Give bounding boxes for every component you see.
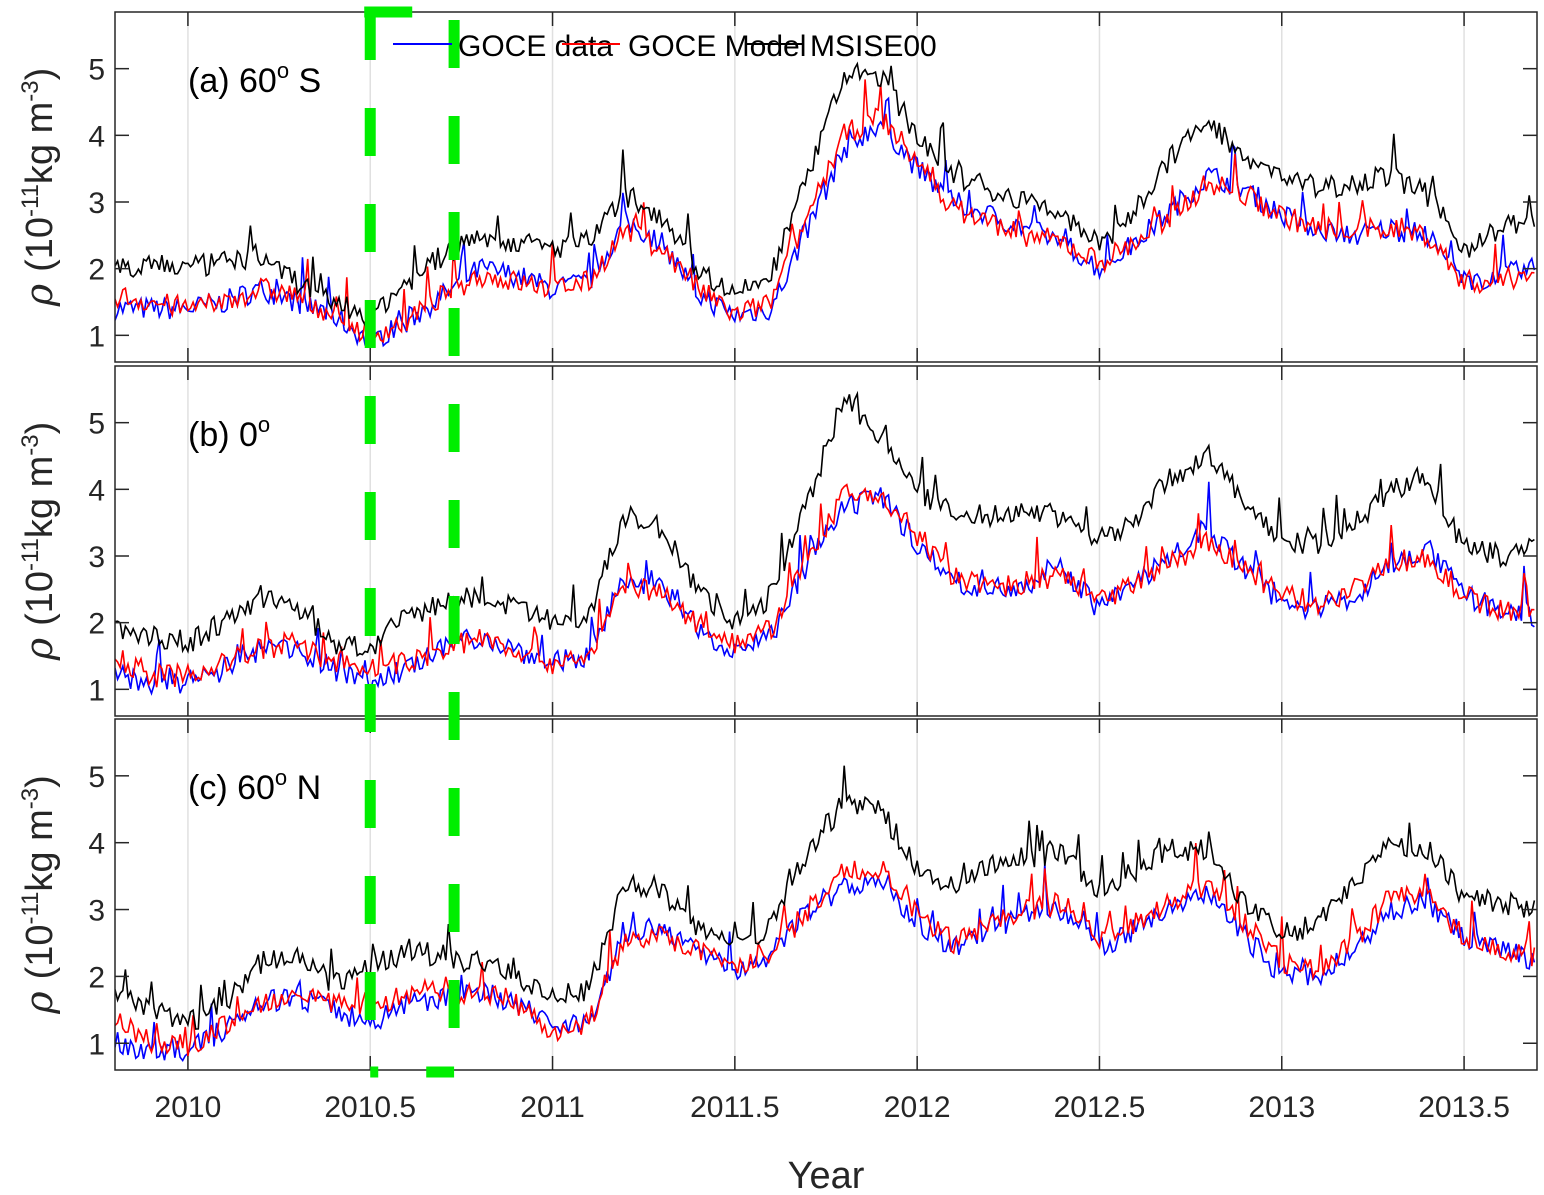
y-axis-title: ρ (10-11kg m-3) <box>17 422 61 662</box>
ylabel-exp2: -3 <box>17 788 44 809</box>
x-tick-label: 2013.5 <box>1418 1091 1510 1124</box>
rho-symbol: ρ <box>17 979 61 1014</box>
panel-label: (c) 60o N <box>188 765 321 807</box>
y-tick-label: 5 <box>88 761 105 794</box>
series-line-msise00 <box>115 765 1536 1030</box>
x-tick-label: 2011 <box>520 1091 585 1124</box>
y-tick-label: 4 <box>88 120 105 153</box>
y-tick-label: 4 <box>88 828 105 861</box>
degree-superscript: o <box>275 765 287 790</box>
series-group <box>115 61 1536 348</box>
ylabel-open: (10 <box>19 571 61 626</box>
ylabel-exp2: -3 <box>17 80 44 101</box>
axes-box <box>114 365 1538 717</box>
ylabel-unit: kg m <box>19 456 61 538</box>
ylabel-exp: -11 <box>17 892 44 925</box>
x-axis-title: Year <box>788 1155 865 1195</box>
x-tick-label: 2013 <box>1248 1091 1315 1124</box>
degree-superscript: o <box>258 412 270 437</box>
panel-label: (b) 0o <box>188 412 270 454</box>
y-tick-label: 3 <box>88 187 105 220</box>
panel-label-suffix: N <box>287 769 321 807</box>
y-tick-label: 1 <box>88 1028 105 1061</box>
x-tick-label: 2012 <box>884 1091 951 1124</box>
series-line-msise00 <box>115 390 1535 658</box>
x-tick-label: 2010 <box>155 1091 222 1124</box>
ylabel-exp: -11 <box>17 184 44 217</box>
ylabel-unit: kg m <box>19 809 61 891</box>
ylabel-close: ) <box>19 68 61 81</box>
panel-label: (a) 60o S <box>188 58 321 100</box>
y-tick-label: 4 <box>88 474 105 507</box>
series-line-goce-data <box>115 481 1535 696</box>
y-tick-label: 2 <box>88 254 105 287</box>
ylabel-close: ) <box>19 775 61 788</box>
ylabel-open: (10 <box>19 217 61 272</box>
series-line-msise00 <box>115 61 1536 328</box>
ylabel-open: (10 <box>19 924 61 979</box>
x-tick-label: 2011.5 <box>690 1091 780 1124</box>
panel-c: 1 2 3 4 5 (c) 60o N <box>88 718 1538 1071</box>
y-axis-titles: ρ (10-11kg m-3)ρ (10-11kg m-3)ρ (10-11kg… <box>17 68 61 1015</box>
legend-label-goce-model: GOCE Model <box>628 30 806 63</box>
axes-box <box>114 11 1538 363</box>
axes-box <box>114 718 1538 1071</box>
y-tick-label: 2 <box>88 961 105 994</box>
y-tick-label: 2 <box>88 608 105 641</box>
legend-label-msise00: MSISE00 <box>810 30 937 63</box>
degree-superscript: o <box>277 58 289 83</box>
series-group <box>115 390 1535 696</box>
panel-a: 1 2 3 4 5 (a) 60o S <box>88 11 1538 363</box>
ylabel-unit: kg m <box>19 102 61 184</box>
rho-symbol: ρ <box>17 272 61 307</box>
y-tick-label: 5 <box>88 54 105 87</box>
panel-label-text: (c) 60 <box>188 769 275 807</box>
panel-label-text: (a) 60 <box>188 62 277 100</box>
y-tick-label: 5 <box>88 408 105 441</box>
rho-symbol: ρ <box>17 626 61 661</box>
series-line-goce-model <box>115 483 1535 688</box>
y-tick-label: 1 <box>88 320 105 353</box>
series-line-goce-model <box>115 79 1535 344</box>
panel-label-text: (b) 0 <box>188 416 258 454</box>
x-tick-labels: 2010 2010.5 2011 2011.5 2012 2012.5 2013 2013.5 <box>155 1091 1510 1124</box>
ylabel-close: ) <box>19 422 61 435</box>
highlight-rectangle <box>364 6 460 1078</box>
series-line-goce-data <box>115 863 1536 1062</box>
y-tick-label: 1 <box>88 674 105 707</box>
ylabel-exp: -11 <box>17 538 44 571</box>
panel-label-suffix: S <box>289 62 321 100</box>
ylabel-exp2: -3 <box>17 434 44 455</box>
x-tick-label: 2012.5 <box>1054 1091 1146 1124</box>
y-tick-label: 3 <box>88 541 105 574</box>
y-axis-title: ρ (10-11kg m-3) <box>17 68 61 308</box>
panel-b: 1 2 3 4 5 (b) 0o <box>88 365 1538 717</box>
x-tick-label: 2010.5 <box>324 1091 416 1124</box>
series-group <box>115 765 1536 1062</box>
y-axis-title: ρ (10-11kg m-3) <box>17 775 61 1015</box>
legend: GOCE data GOCE Model MSISE00 <box>393 30 937 63</box>
series-line-goce-model <box>115 842 1536 1057</box>
plot-area <box>115 12 1537 362</box>
legend-label-goce-data: GOCE data <box>458 30 613 63</box>
y-tick-label: 3 <box>88 895 105 928</box>
